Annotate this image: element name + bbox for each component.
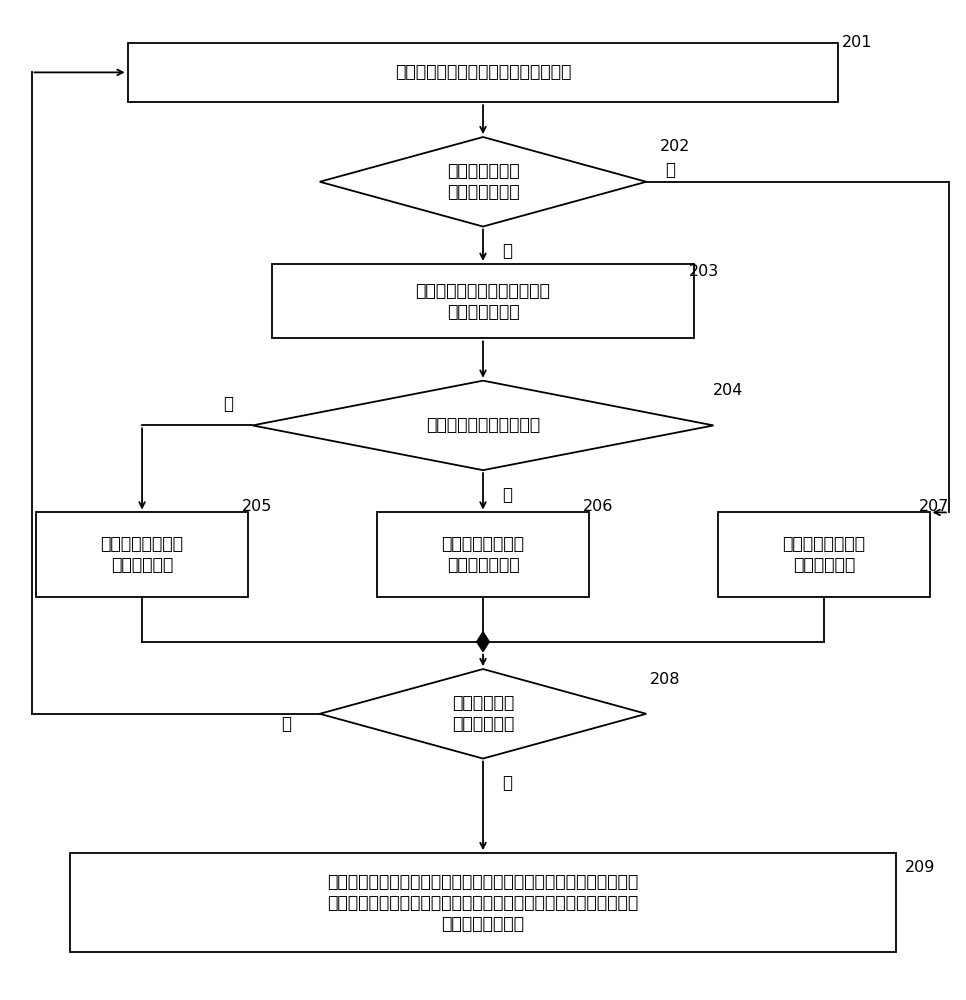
- Text: 否: 否: [502, 486, 512, 504]
- Polygon shape: [320, 137, 646, 227]
- Text: 203: 203: [689, 264, 719, 279]
- Polygon shape: [320, 669, 646, 759]
- Text: 204: 204: [713, 383, 743, 398]
- Text: 208: 208: [650, 672, 681, 686]
- Text: 压缩结果大于权重保留值: 压缩结果大于权重保留值: [426, 416, 540, 434]
- Text: 否: 否: [666, 161, 675, 179]
- Text: 根据权重压缩系数对队列的整
形权重进行压缩: 根据权重压缩系数对队列的整 形权重进行压缩: [415, 282, 551, 321]
- FancyBboxPatch shape: [70, 853, 896, 952]
- FancyBboxPatch shape: [37, 512, 247, 597]
- Polygon shape: [252, 381, 714, 470]
- Text: 是: 是: [502, 774, 512, 792]
- Text: 206: 206: [583, 499, 613, 514]
- Text: 205: 205: [242, 499, 272, 514]
- FancyBboxPatch shape: [128, 43, 838, 102]
- Text: 将权重保留值作为
队列的压缩权重: 将权重保留值作为 队列的压缩权重: [441, 535, 525, 574]
- Polygon shape: [477, 632, 489, 652]
- Text: 209: 209: [905, 860, 935, 875]
- FancyBboxPatch shape: [719, 512, 929, 597]
- Text: 所有队列均已
确定压缩权重: 所有队列均已 确定压缩权重: [452, 694, 514, 733]
- Text: 将整形权重作为队
列的压缩权重: 将整形权重作为队 列的压缩权重: [782, 535, 866, 574]
- FancyBboxPatch shape: [378, 512, 588, 597]
- Text: 获取对应于目标端口的队列的整形权重: 获取对应于目标端口的队列的整形权重: [395, 63, 571, 81]
- FancyBboxPatch shape: [271, 264, 695, 338]
- Text: 确定各队列中分配到服务机会的目标队列，基于基准权重、各队列的
压缩权重及目标队列的整形权重，确定向目标队列对应的令牌桶中添
加的令牌数并添加: 确定各队列中分配到服务机会的目标队列，基于基准权重、各队列的 压缩权重及目标队列…: [327, 873, 639, 933]
- Text: 否: 否: [281, 715, 291, 733]
- Text: 是: 是: [502, 242, 512, 260]
- Text: 是: 是: [223, 395, 233, 413]
- Text: 将压缩结果作为队
列的压缩权重: 将压缩结果作为队 列的压缩权重: [100, 535, 184, 574]
- Text: 队列的整形权重
大于权重保留值: 队列的整形权重 大于权重保留值: [446, 162, 520, 201]
- Text: 201: 201: [842, 35, 873, 50]
- Text: 207: 207: [920, 499, 950, 514]
- Text: 202: 202: [660, 139, 691, 154]
